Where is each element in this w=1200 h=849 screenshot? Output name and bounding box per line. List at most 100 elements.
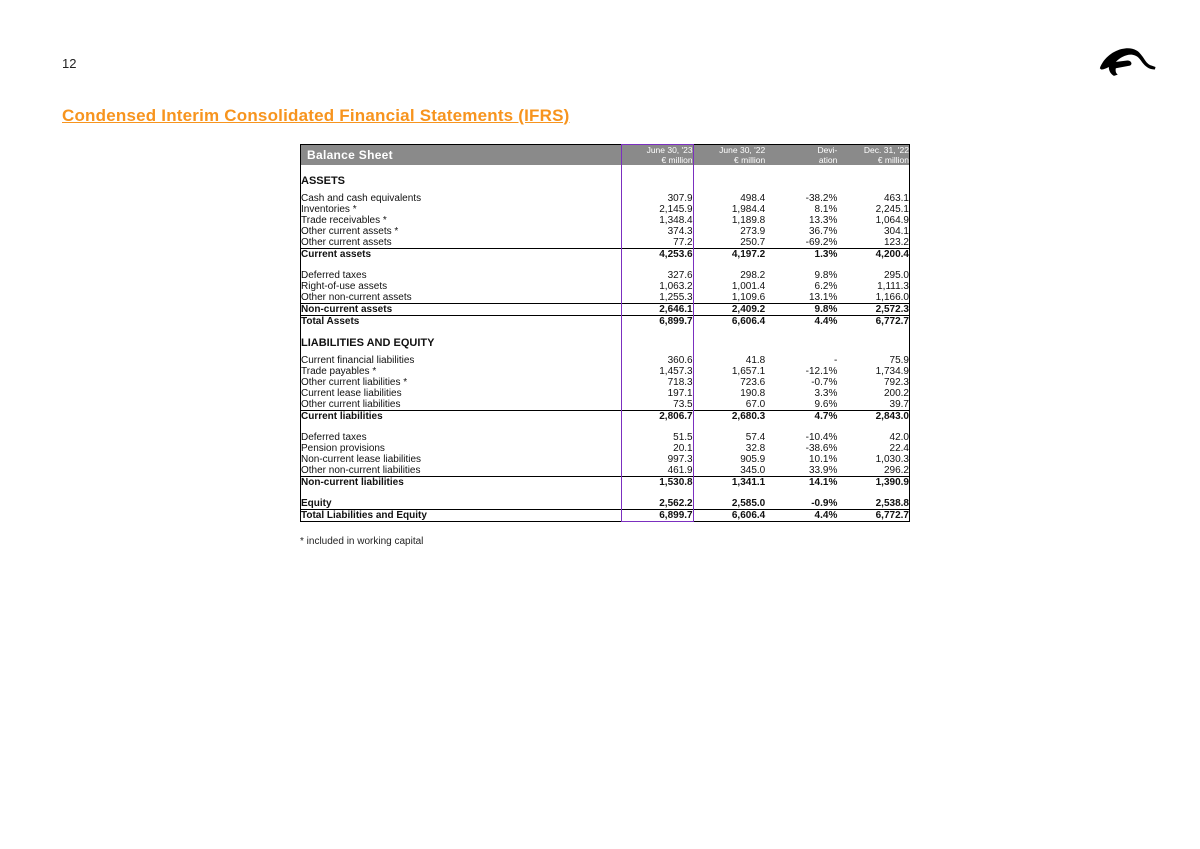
table-row: Other current liabilities 73.5 67.0 9.6%… <box>301 399 910 411</box>
row-value: 1,166.0 <box>837 292 909 304</box>
row-label: Deferred taxes <box>301 270 622 281</box>
row-value: 197.1 <box>621 388 693 399</box>
row-value: 461.9 <box>621 465 693 477</box>
row-value: 6,772.7 <box>837 510 909 522</box>
table-row: Deferred taxes 327.6 298.2 9.8% 295.0 <box>301 270 910 281</box>
row-value: 200.2 <box>837 388 909 399</box>
table-row: Current financial liabilities 360.6 41.8… <box>301 355 910 366</box>
row-value: 298.2 <box>693 270 765 281</box>
row-label: Total Liabilities and Equity <box>301 510 622 522</box>
row-value: 1,109.6 <box>693 292 765 304</box>
table-row: Other current liabilities * 718.3 723.6 … <box>301 377 910 388</box>
balance-sheet-table: Balance Sheet June 30, '23 June 30, '22 … <box>300 144 910 522</box>
row-value: 6,899.7 <box>621 316 693 328</box>
table-row: Trade receivables * 1,348.4 1,189.8 13.3… <box>301 215 910 226</box>
row-value: -10.4% <box>765 432 837 443</box>
row-value: -0.7% <box>765 377 837 388</box>
row-value: 36.7% <box>765 226 837 237</box>
row-value: 67.0 <box>693 399 765 411</box>
row-label: Cash and cash equivalents <box>301 193 622 204</box>
equity-row: Equity 2,562.2 2,585.0 -0.9% 2,538.8 <box>301 498 910 510</box>
row-label: Other current liabilities * <box>301 377 622 388</box>
row-value: 39.7 <box>837 399 909 411</box>
row-value: -0.9% <box>765 498 837 510</box>
row-label: Non-current liabilities <box>301 477 622 489</box>
row-value: 2,806.7 <box>621 411 693 423</box>
row-label: Other current liabilities <box>301 399 622 411</box>
row-value: 1,064.9 <box>837 215 909 226</box>
row-label: Inventories * <box>301 204 622 215</box>
subtotal-row: Current assets 4,253.6 4,197.2 1.3% 4,20… <box>301 249 910 261</box>
row-value: 9.6% <box>765 399 837 411</box>
row-value: -69.2% <box>765 237 837 249</box>
row-label: Current assets <box>301 249 622 261</box>
puma-logo-icon <box>1096 40 1160 76</box>
col-subheader: € million <box>837 155 909 165</box>
row-label: Current liabilities <box>301 411 622 423</box>
col-header: June 30, '22 <box>693 145 765 156</box>
col-subheader: ation <box>765 155 837 165</box>
row-value: -38.6% <box>765 443 837 454</box>
row-value: 2,680.3 <box>693 411 765 423</box>
row-value: 1,030.3 <box>837 454 909 465</box>
row-value: 1,111.3 <box>837 281 909 292</box>
row-value: 997.3 <box>621 454 693 465</box>
row-label: Trade payables * <box>301 366 622 377</box>
row-value: 295.0 <box>837 270 909 281</box>
row-value: 9.8% <box>765 304 837 316</box>
row-value: 1,063.2 <box>621 281 693 292</box>
table-row: Trade payables * 1,457.3 1,657.1 -12.1% … <box>301 366 910 377</box>
row-value: 6,772.7 <box>837 316 909 328</box>
row-value: 1,390.9 <box>837 477 909 489</box>
row-value: 75.9 <box>837 355 909 366</box>
page-number: 12 <box>62 56 76 71</box>
row-value: 41.8 <box>693 355 765 366</box>
row-value: 6,606.4 <box>693 510 765 522</box>
row-value: 1.3% <box>765 249 837 261</box>
row-value: 2,409.2 <box>693 304 765 316</box>
row-value: 3.3% <box>765 388 837 399</box>
spacer <box>301 422 910 432</box>
balance-sheet-table-wrap: Balance Sheet June 30, '23 June 30, '22 … <box>300 144 910 522</box>
col-subheader: € million <box>693 155 765 165</box>
subtotal-row: Non-current assets 2,646.1 2,409.2 9.8% … <box>301 304 910 316</box>
row-value: 1,734.9 <box>837 366 909 377</box>
row-value: 2,585.0 <box>693 498 765 510</box>
spacer <box>301 260 910 270</box>
row-value: 4,200.4 <box>837 249 909 261</box>
table-row: Other current assets * 374.3 273.9 36.7%… <box>301 226 910 237</box>
row-value: 4.4% <box>765 510 837 522</box>
row-value: - <box>765 355 837 366</box>
row-value: 718.3 <box>621 377 693 388</box>
table-row: Current lease liabilities 197.1 190.8 3.… <box>301 388 910 399</box>
row-value: 20.1 <box>621 443 693 454</box>
table-row: Cash and cash equivalents 307.9 498.4 -3… <box>301 193 910 204</box>
row-value: 498.4 <box>693 193 765 204</box>
row-value: 1,189.8 <box>693 215 765 226</box>
row-value: 77.2 <box>621 237 693 249</box>
row-label: Total Assets <box>301 316 622 328</box>
balance-sheet-label: Balance Sheet <box>301 145 622 166</box>
row-value: 6.2% <box>765 281 837 292</box>
col-header: Devi- <box>765 145 837 156</box>
page-title: Condensed Interim Consolidated Financial… <box>62 106 570 126</box>
row-value: 345.0 <box>693 465 765 477</box>
row-label: Deferred taxes <box>301 432 622 443</box>
row-value: 273.9 <box>693 226 765 237</box>
row-label: Other non-current liabilities <box>301 465 622 477</box>
table-row: Non-current lease liabilities 997.3 905.… <box>301 454 910 465</box>
row-value: 57.4 <box>693 432 765 443</box>
row-value: 1,530.8 <box>621 477 693 489</box>
row-value: 792.3 <box>837 377 909 388</box>
row-label: Current lease liabilities <box>301 388 622 399</box>
row-value: -38.2% <box>765 193 837 204</box>
row-value: 4.4% <box>765 316 837 328</box>
col-subheader: € million <box>621 155 693 165</box>
table-row: Inventories * 2,145.9 1,984.4 8.1% 2,245… <box>301 204 910 215</box>
row-value: 1,255.3 <box>621 292 693 304</box>
row-label: Equity <box>301 498 622 510</box>
row-value: 1,657.1 <box>693 366 765 377</box>
section-label: LIABILITIES AND EQUITY <box>301 327 622 355</box>
row-value: 123.2 <box>837 237 909 249</box>
row-value: 4,253.6 <box>621 249 693 261</box>
